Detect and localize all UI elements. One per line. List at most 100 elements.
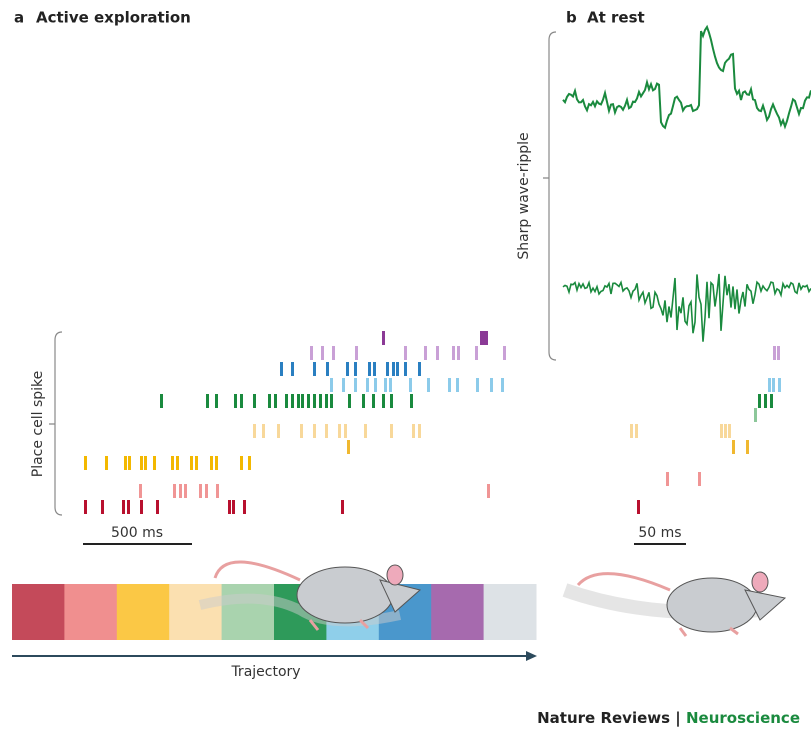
spike: [156, 500, 159, 514]
spike: [153, 456, 156, 470]
spike: [243, 500, 246, 514]
y-label: Sharp wave-ripple: [516, 132, 532, 259]
spike: [390, 424, 393, 438]
spike: [746, 440, 749, 454]
spike: [487, 484, 490, 498]
spike: [382, 394, 385, 408]
spike: [436, 346, 439, 360]
spike: [404, 362, 407, 376]
arrow-head: [526, 651, 537, 661]
spike: [127, 500, 130, 514]
spike: [490, 378, 493, 392]
spike: [124, 456, 127, 470]
spike: [301, 394, 304, 408]
spike: [184, 484, 187, 498]
scale-label: 50 ms: [638, 525, 681, 541]
spike: [448, 378, 451, 392]
y-label: Place cell spike: [30, 371, 46, 478]
spike: [427, 378, 430, 392]
spike: [409, 378, 412, 392]
spike: [724, 424, 727, 438]
spike: [698, 472, 701, 486]
spike: [253, 424, 256, 438]
spike: [475, 346, 478, 360]
panel-letter: b: [566, 9, 577, 27]
spike: [777, 346, 780, 360]
spike: [770, 394, 773, 408]
spike: [248, 456, 251, 470]
spike: [325, 394, 328, 408]
spike: [205, 484, 208, 498]
journal: Nature Reviews: [537, 709, 670, 727]
spike: [173, 484, 176, 498]
panel-letter: a: [14, 9, 24, 27]
spike: [382, 331, 385, 345]
spike: [325, 424, 328, 438]
spike: [140, 500, 143, 514]
spike: [374, 378, 377, 392]
spike-raster: [84, 331, 781, 514]
spike: [262, 424, 265, 438]
spike: [313, 424, 316, 438]
spike: [754, 408, 757, 422]
spike: [171, 456, 174, 470]
bar-segment: [117, 584, 170, 640]
spike: [342, 378, 345, 392]
spike: [176, 456, 179, 470]
spike: [313, 394, 316, 408]
spike: [240, 394, 243, 408]
section: Neuroscience: [686, 709, 800, 727]
spike: [210, 456, 213, 470]
spike: [630, 424, 633, 438]
spike: [768, 378, 771, 392]
spike: [348, 394, 351, 408]
spike: [101, 500, 104, 514]
spike: [307, 394, 310, 408]
scale-label: 500 ms: [111, 525, 163, 541]
spike: [480, 331, 488, 345]
spike: [291, 394, 294, 408]
spike: [234, 394, 237, 408]
spike: [330, 378, 333, 392]
spike: [456, 378, 459, 392]
spike: [195, 456, 198, 470]
bar-segment: [12, 584, 65, 640]
spike: [228, 500, 231, 514]
spike: [160, 394, 163, 408]
spike: [313, 362, 316, 376]
spike: [501, 378, 504, 392]
rat: [565, 572, 785, 636]
spike: [404, 346, 407, 360]
spike: [216, 484, 219, 498]
panel-title: At rest: [587, 9, 645, 27]
bracket: [543, 32, 556, 360]
spike: [373, 362, 376, 376]
spike: [390, 394, 393, 408]
bar-segment: [222, 584, 275, 640]
spike: [268, 394, 271, 408]
spike: [396, 362, 399, 376]
spike: [105, 456, 108, 470]
ripple-traces: [563, 27, 811, 342]
spike: [666, 472, 669, 486]
spike: [424, 346, 427, 360]
spike: [338, 424, 341, 438]
spike: [344, 424, 347, 438]
spike: [354, 378, 357, 392]
spike: [728, 424, 731, 438]
spike: [476, 378, 479, 392]
spike: [291, 362, 294, 376]
spike: [190, 456, 193, 470]
footer: Nature Reviews | Neuroscience: [537, 709, 800, 728]
spike: [215, 394, 218, 408]
spike: [732, 440, 735, 454]
bar-segment: [169, 584, 222, 640]
spike: [368, 362, 371, 376]
spike: [366, 378, 369, 392]
bar-segment: [64, 584, 117, 640]
trajectory-bar: [12, 584, 537, 640]
spike: [764, 394, 767, 408]
spike: [392, 362, 395, 376]
bar-segment: [431, 584, 484, 640]
spike: [720, 424, 723, 438]
